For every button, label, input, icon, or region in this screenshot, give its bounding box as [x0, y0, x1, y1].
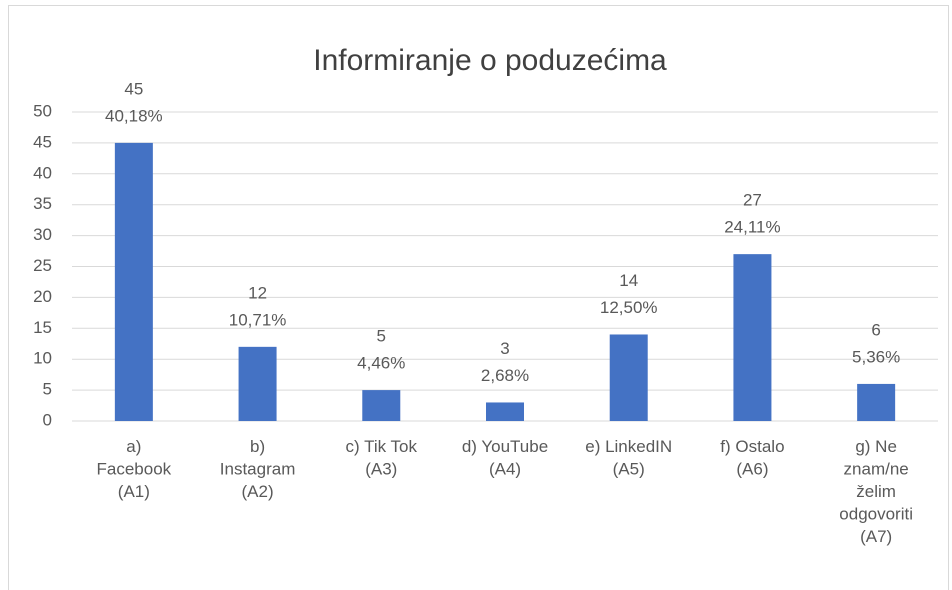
percent-label: 4,46%: [357, 354, 405, 373]
bar: [238, 346, 277, 421]
y-tick-label: 10: [33, 349, 52, 368]
percent-label: 2,68%: [481, 366, 529, 385]
percent-label: 10,71%: [229, 310, 287, 329]
data-label: 5: [377, 327, 386, 346]
percent-label: 12,50%: [600, 298, 658, 317]
bar: [733, 254, 772, 421]
bar: [114, 142, 153, 421]
data-label: 6: [871, 320, 880, 339]
y-tick-label: 40: [33, 163, 52, 182]
percent-label: 40,18%: [105, 106, 163, 125]
percent-label: 24,11%: [724, 218, 780, 237]
y-tick-label: 45: [33, 132, 52, 151]
data-label: 14: [619, 271, 638, 290]
x-tick-label: g) Ne znam/ne želim odgovoriti (A7): [839, 437, 913, 546]
bar: [486, 402, 524, 421]
x-tick-label: e) LinkedIN (A5): [585, 437, 672, 479]
data-label: 45: [124, 79, 143, 98]
y-tick-label: 25: [33, 256, 52, 275]
data-label: 12: [248, 283, 267, 302]
chart-title: Informiranje o poduzećima: [313, 44, 667, 77]
x-tick-label: c) Tik Tok (A3): [346, 437, 418, 479]
percent-label: 5,36%: [852, 347, 900, 366]
x-tick-label: b) Instagram (A2): [220, 437, 296, 501]
y-tick-label: 50: [33, 101, 52, 120]
chart-frame: [8, 5, 949, 590]
bar: [857, 383, 896, 421]
y-tick-label: 0: [43, 410, 52, 429]
x-tick-label: f) Ostalo (A6): [720, 437, 784, 479]
data-label: 27: [743, 191, 762, 210]
y-tick-label: 20: [33, 287, 52, 306]
x-tick-label: a) Facebook (A1): [97, 437, 172, 501]
y-tick-label: 35: [33, 194, 52, 213]
data-label: 3: [500, 339, 509, 358]
y-tick-label: 15: [33, 318, 52, 337]
bar: [609, 334, 648, 421]
bar: [362, 390, 401, 421]
y-tick-label: 30: [33, 225, 52, 244]
y-tick-label: 5: [43, 380, 52, 399]
x-tick-label: d) YouTube (A4): [462, 437, 548, 479]
